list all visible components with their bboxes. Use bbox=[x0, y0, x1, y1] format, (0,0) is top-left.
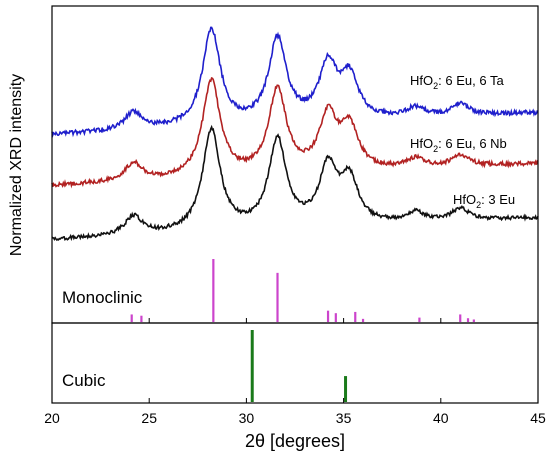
series-line-1 bbox=[51, 76, 539, 189]
plot-layer bbox=[51, 26, 539, 242]
x-ticks: 20 25 30 35 40 45 bbox=[44, 318, 546, 426]
axes-layer bbox=[51, 5, 539, 404]
x-tick-label: 40 bbox=[433, 410, 449, 426]
ref-label-monoclinic: Monoclinic bbox=[62, 288, 143, 307]
series-line-0 bbox=[51, 26, 539, 138]
x-axis-label: 2θ [degrees] bbox=[245, 431, 345, 451]
labels-layer: 2θ [degrees] Normalized XRD intensity Mo… bbox=[8, 74, 345, 451]
series-label-0: HfO2: 6 Eu, 6 Ta bbox=[410, 73, 504, 91]
x-tick-label: 45 bbox=[530, 410, 546, 426]
x-tick-label: 30 bbox=[239, 410, 255, 426]
ref-label-cubic: Cubic bbox=[62, 371, 106, 390]
spectra-panel-frame bbox=[51, 5, 539, 324]
series-label-2: HfO2: 3 Eu bbox=[453, 192, 515, 210]
x-tick-label: 35 bbox=[336, 410, 352, 426]
y-axis-label: Normalized XRD intensity bbox=[8, 74, 25, 256]
x-tick-label: 20 bbox=[44, 410, 60, 426]
series-label-1: HfO2: 6 Eu, 6 Nb bbox=[410, 136, 507, 154]
x-tick-label: 25 bbox=[141, 410, 157, 426]
cubic-panel-frame bbox=[51, 322, 539, 404]
series-labels: HfO2: 6 Eu, 6 Ta HfO2: 6 Eu, 6 Nb HfO2: 3 … bbox=[410, 73, 515, 210]
reference-layer bbox=[130, 259, 475, 402]
series-line-2 bbox=[51, 124, 539, 242]
